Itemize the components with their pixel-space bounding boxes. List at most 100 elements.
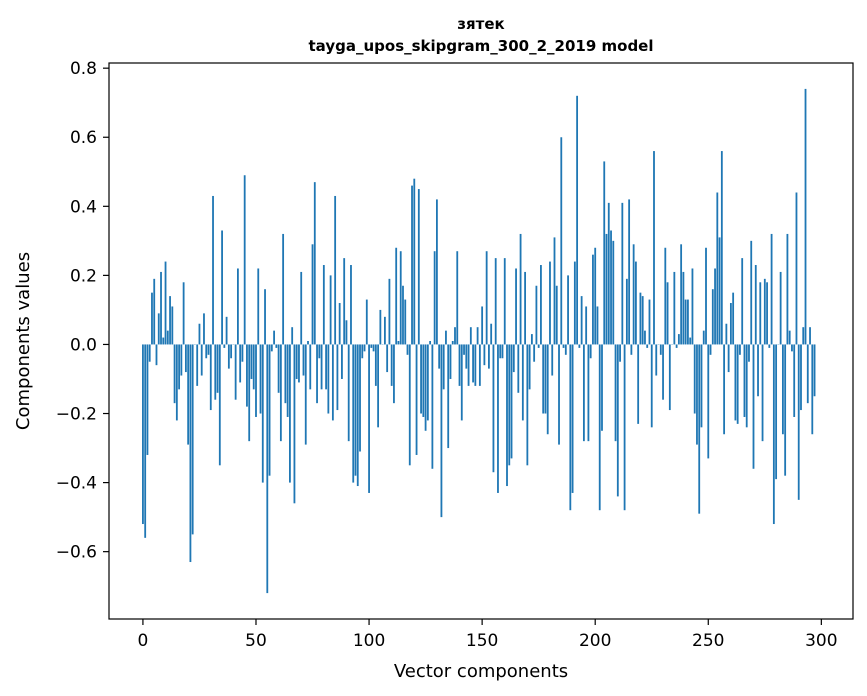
bar [268, 344, 271, 476]
bar [576, 95, 579, 345]
bar [191, 344, 194, 535]
bar [243, 175, 246, 345]
bar [187, 344, 190, 445]
bar [261, 344, 264, 483]
bar [153, 278, 156, 345]
bar [664, 247, 667, 345]
bar [772, 344, 775, 525]
bar [300, 271, 303, 345]
bar [142, 344, 144, 525]
bar [316, 344, 318, 404]
bar [359, 344, 361, 452]
bar [603, 161, 606, 345]
bar [413, 178, 416, 345]
bar [352, 344, 355, 483]
x-tick-label: 300 [805, 631, 837, 651]
bar [458, 344, 461, 386]
bar [573, 261, 576, 345]
bar [748, 344, 750, 362]
bar [630, 344, 633, 355]
bar [343, 258, 346, 345]
bar [784, 344, 787, 476]
bar [200, 344, 203, 376]
bar [426, 344, 429, 421]
bar [650, 344, 653, 428]
y-axis-label: Components values [13, 252, 34, 430]
bar [379, 309, 382, 345]
bar [653, 151, 655, 345]
bar [763, 278, 766, 345]
bar [148, 344, 151, 362]
bar [298, 344, 300, 383]
bar [668, 344, 671, 411]
bar [259, 344, 262, 414]
bar [472, 344, 474, 383]
y-axis: −0.6 −0.4 −0.2 0.0 0.2 0.4 0.6 0.8 [56, 59, 109, 563]
bar [155, 344, 158, 366]
bar [621, 202, 624, 345]
bar [612, 240, 615, 345]
bar [295, 344, 298, 379]
bar [164, 261, 167, 345]
bar [279, 344, 282, 442]
bar [564, 344, 567, 355]
bar [711, 289, 714, 345]
bar [786, 233, 789, 345]
x-axis: 0 50 100 150 200 250 300 [138, 619, 838, 651]
bar [223, 344, 226, 348]
bar [743, 344, 746, 417]
chart-subtitle: tayga_upos_skipgram_300_2_2019 model [309, 37, 654, 55]
bar [754, 265, 757, 345]
bar [336, 344, 339, 411]
bar [804, 88, 807, 345]
bar [562, 344, 565, 348]
bar [383, 316, 386, 345]
bar [157, 313, 160, 345]
bar [492, 344, 495, 473]
bar [739, 344, 741, 355]
bar [578, 344, 581, 348]
bar [203, 313, 205, 345]
bar [625, 278, 628, 345]
y-tick-label: 0.6 [70, 128, 97, 148]
bar [781, 344, 784, 435]
bar [723, 344, 726, 435]
bar [768, 344, 771, 348]
bar [180, 344, 183, 376]
bar [282, 233, 285, 345]
bar [546, 344, 549, 435]
bar [395, 247, 398, 345]
bar [417, 189, 420, 345]
bar [286, 344, 289, 417]
bar [589, 344, 592, 359]
bar [397, 341, 400, 345]
bar [639, 292, 642, 345]
bar [497, 344, 499, 493]
bar [515, 268, 517, 345]
bar [377, 344, 380, 428]
bar [227, 344, 230, 369]
x-tick-label: 150 [466, 631, 498, 651]
bar [291, 327, 294, 345]
bar [273, 330, 275, 345]
bar [406, 344, 409, 355]
bar [635, 261, 637, 345]
bar [325, 344, 327, 390]
bar [415, 344, 418, 455]
bar [488, 344, 490, 369]
bar [542, 344, 545, 414]
bar [433, 251, 436, 345]
bar [549, 261, 551, 345]
bar [160, 271, 162, 345]
bar [189, 344, 192, 563]
bar [212, 195, 214, 345]
bar [483, 344, 486, 366]
bar [779, 271, 782, 345]
bar [440, 344, 443, 518]
bar [207, 344, 210, 355]
bar [567, 275, 569, 345]
bar [725, 323, 728, 345]
bar [791, 344, 793, 352]
bar [702, 330, 705, 345]
bar [684, 299, 687, 345]
